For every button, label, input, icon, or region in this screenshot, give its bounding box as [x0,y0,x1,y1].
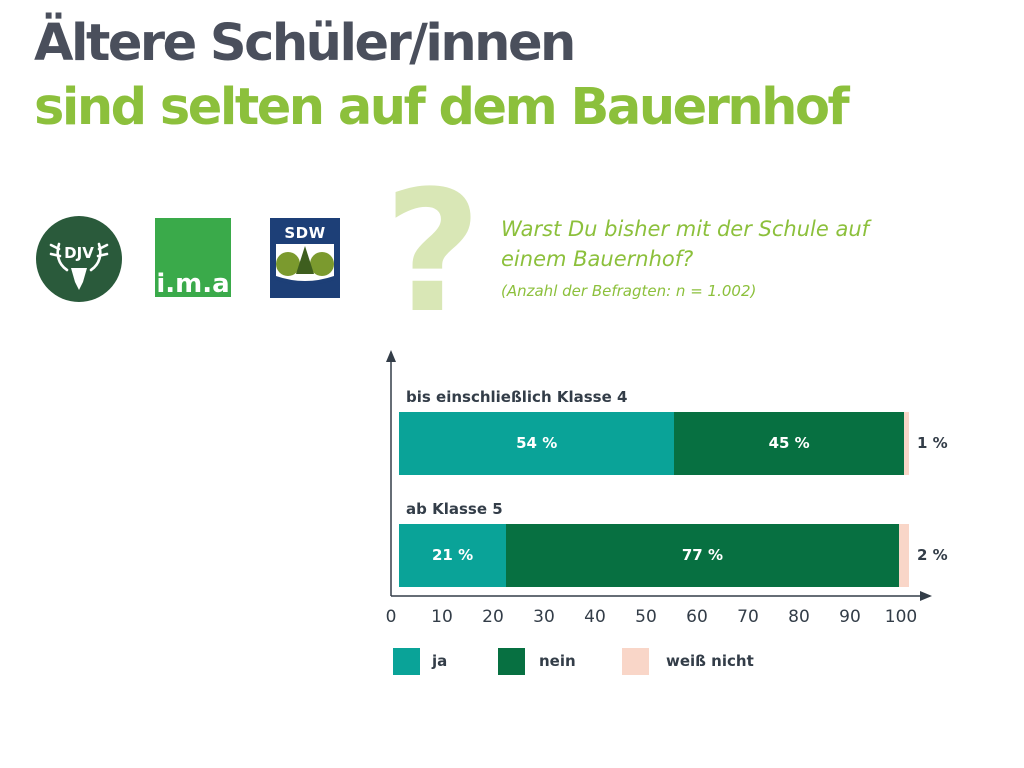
legend-label-nein: nein [539,652,576,670]
question-mark-icon: ? [384,154,482,350]
x-tick-label: 100 [884,607,918,627]
data-label-nein: 45 % [768,434,810,452]
bar-segment-ja [399,412,675,475]
sdw-logo-text: SDW [284,224,326,242]
x-tick-label: 30 [533,607,555,627]
survey-question: Warst Du bisher mit der Schule auf einem… [501,217,870,271]
svg-text:DJV: DJV [64,244,94,262]
data-label-weiss-nicht: 1 % [917,434,948,452]
bar-segment-nein [506,524,899,587]
x-tick-label: 80 [788,607,810,627]
data-label-ja: 54 % [516,434,558,452]
x-tick-label: 0 [385,607,397,627]
ima-logo: i.m.a [155,218,231,299]
x-tick-label: 40 [584,607,606,627]
title-line-2: sind selten auf dem Bauernhof [34,78,850,137]
legend-swatch-weiss-nicht [622,648,649,675]
legend-swatch-nein [498,648,525,675]
x-tick-label: 60 [686,607,708,627]
djv-logo: DJV [36,216,122,302]
category-label: bis einschließlich Klasse 4 [406,388,628,406]
data-label-nein: 77 % [681,546,723,564]
sample-size: (Anzahl der Befragten: n = 1.002) [501,282,757,300]
data-label-ja: 21 % [431,546,474,564]
legend-label-weiss-nicht: weiß nicht [666,652,754,670]
x-tick-label: 90 [839,607,861,627]
x-tick-label: 50 [635,607,657,627]
bar-segment-ja [399,524,507,587]
x-axis-arrow [920,591,932,601]
y-axis-arrow [386,350,396,362]
sdw-tree-icon [270,218,340,298]
bar-segment-nein [674,412,904,475]
bar-segment-weiss-nicht [903,412,909,475]
bar-segment-weiss-nicht [898,524,909,587]
category-label: ab Klasse 5 [406,500,503,518]
stag-icon: DJV [49,242,109,290]
x-tick-label: 10 [431,607,453,627]
x-tick-label: 70 [737,607,759,627]
legend-label-ja: ja [432,652,448,670]
x-tick-label: 20 [482,607,504,627]
ima-logo-text: i.m.a [156,269,230,299]
data-label-weiss-nicht: 2 % [917,546,948,564]
title-line-1: Ältere Schüler/innen [34,14,576,73]
legend-swatch-ja [393,648,420,675]
sdw-logo: SDW [270,218,340,298]
